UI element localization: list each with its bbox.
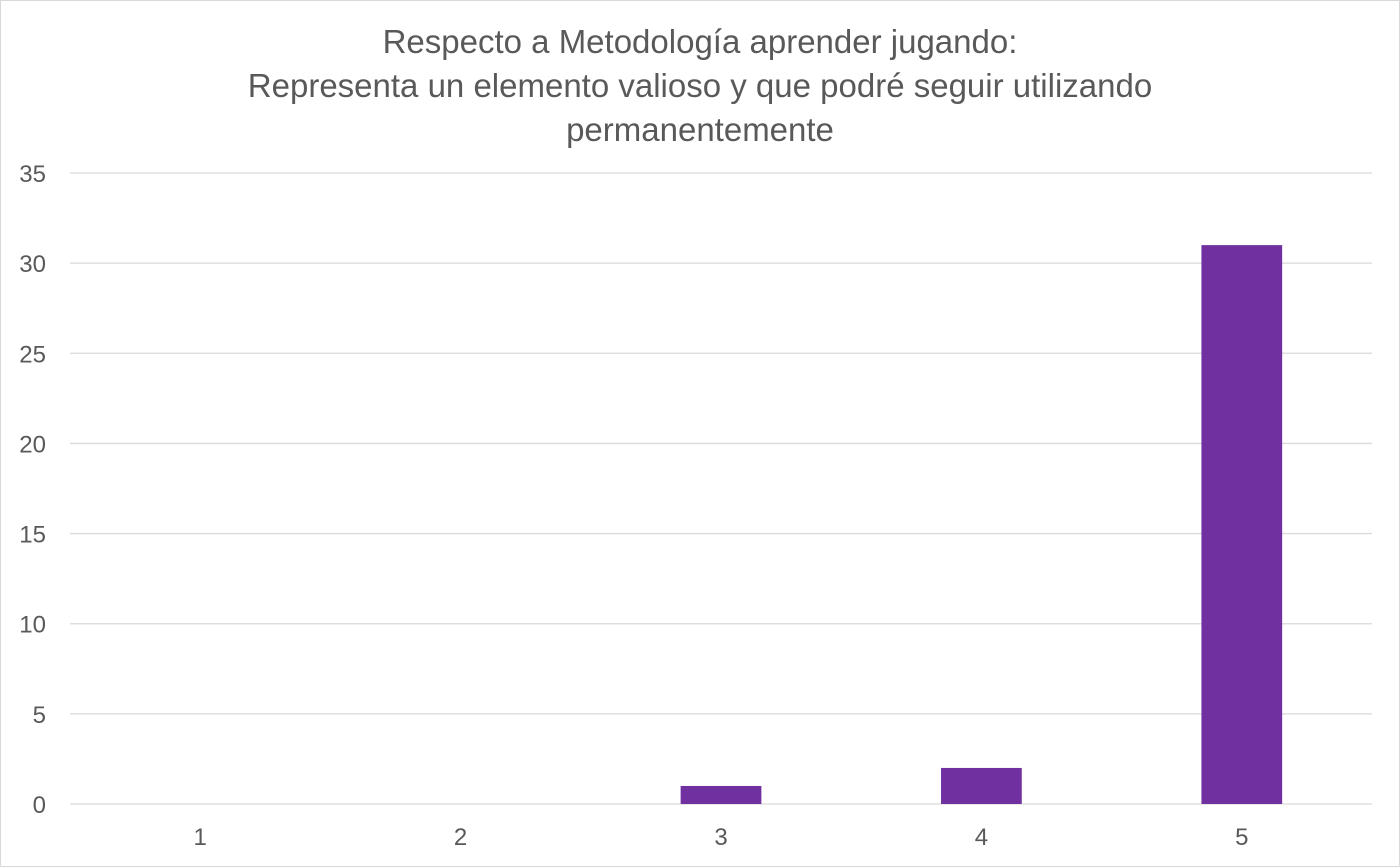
y-tick-label: 0 xyxy=(33,792,46,819)
y-axis-ticks: 0 5 10 15 20 25 30 35 xyxy=(19,161,46,819)
bar-5 xyxy=(1201,245,1283,805)
chart-title-line-1: Respecto a Metodología aprender jugando: xyxy=(382,23,1018,60)
chart-title-line-2: Representa un elemento valioso y que pod… xyxy=(247,67,1153,104)
x-tick-label: 3 xyxy=(714,824,727,851)
y-tick-label: 15 xyxy=(19,522,46,549)
x-tick-label: 5 xyxy=(1235,824,1248,851)
bar-3 xyxy=(680,785,762,804)
y-tick-label: 10 xyxy=(19,612,46,639)
y-tick-label: 5 xyxy=(33,702,46,729)
x-tick-label: 4 xyxy=(975,824,988,851)
y-tick-label: 20 xyxy=(19,431,46,458)
y-tick-label: 25 xyxy=(19,341,46,368)
chart-title-line-3: permanentemente xyxy=(566,111,834,148)
x-axis-ticks: 1 2 3 4 5 xyxy=(194,824,1249,851)
bars xyxy=(680,245,1283,805)
x-tick-label: 1 xyxy=(194,824,207,851)
bar-4 xyxy=(941,767,1022,804)
gridlines xyxy=(70,172,1372,805)
y-tick-label: 35 xyxy=(19,161,46,188)
y-tick-label: 30 xyxy=(19,251,46,278)
x-tick-label: 2 xyxy=(454,824,467,851)
chart-title: Respecto a Metodología aprender jugando:… xyxy=(0,20,1400,152)
